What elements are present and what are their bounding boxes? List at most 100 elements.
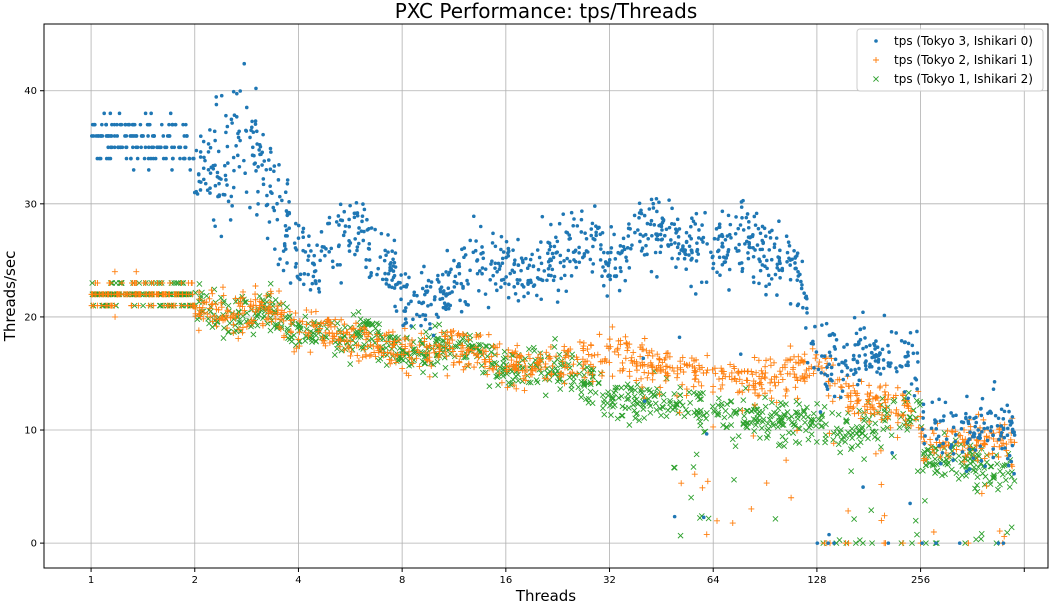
data-point xyxy=(758,268,763,273)
data-point xyxy=(770,422,777,429)
data-point xyxy=(444,372,451,379)
data-point xyxy=(510,382,517,389)
data-point xyxy=(980,429,984,434)
data-point xyxy=(264,203,269,208)
data-point xyxy=(619,269,623,274)
data-point xyxy=(719,381,726,388)
data-point xyxy=(243,323,250,330)
data-point xyxy=(866,382,873,389)
data-point xyxy=(683,361,690,368)
data-point xyxy=(343,224,348,228)
data-point xyxy=(822,354,827,358)
data-point xyxy=(667,404,674,411)
legend-item-1: tps (Tokyo 3, Ishikari 0) xyxy=(874,34,1033,48)
data-point xyxy=(224,307,231,314)
data-point xyxy=(165,134,170,138)
data-point xyxy=(562,264,566,269)
data-point xyxy=(849,430,856,437)
data-point xyxy=(973,448,978,452)
data-point xyxy=(512,350,519,357)
data-point xyxy=(323,253,327,258)
data-point xyxy=(855,410,862,417)
data-point xyxy=(826,541,830,545)
data-point xyxy=(802,419,808,426)
data-point xyxy=(894,366,898,370)
data-point xyxy=(634,410,640,417)
data-point xyxy=(912,517,919,524)
data-point xyxy=(870,428,876,435)
data-point xyxy=(569,210,574,215)
data-point xyxy=(740,269,744,274)
data-point xyxy=(500,261,505,266)
data-point xyxy=(188,279,195,286)
data-point xyxy=(532,283,537,287)
data-point xyxy=(614,345,621,352)
data-point xyxy=(256,202,260,206)
data-point xyxy=(234,143,238,148)
data-point xyxy=(863,363,868,368)
data-point xyxy=(1006,463,1011,468)
data-point xyxy=(252,153,256,158)
data-point xyxy=(109,145,113,150)
data-point xyxy=(361,202,365,206)
data-point xyxy=(111,268,118,275)
data-point xyxy=(312,338,319,344)
data-point xyxy=(321,337,328,344)
data-point xyxy=(208,287,215,294)
data-point xyxy=(461,363,468,370)
data-point xyxy=(570,361,577,368)
data-point xyxy=(762,403,769,410)
data-point xyxy=(711,254,715,259)
data-point xyxy=(442,364,449,371)
data-point xyxy=(106,145,110,150)
data-point xyxy=(548,264,552,268)
data-point xyxy=(546,266,551,271)
data-point xyxy=(576,338,583,345)
data-point xyxy=(224,130,228,135)
data-point xyxy=(625,246,630,250)
data-point xyxy=(979,470,986,477)
data-point xyxy=(879,411,886,418)
data-point xyxy=(274,303,281,310)
data-point xyxy=(1005,433,1010,438)
data-point xyxy=(337,223,341,227)
data-point xyxy=(762,375,769,382)
data-point xyxy=(800,283,804,287)
data-point xyxy=(348,203,352,208)
data-point xyxy=(940,450,945,455)
data-point xyxy=(649,352,656,359)
data-point xyxy=(303,326,310,333)
data-point xyxy=(247,303,254,310)
data-point xyxy=(131,302,138,309)
data-point xyxy=(496,340,503,347)
data-point xyxy=(371,349,378,356)
data-point xyxy=(664,363,671,370)
data-point xyxy=(753,223,758,227)
data-point xyxy=(303,307,310,314)
data-point xyxy=(902,417,909,424)
data-point xyxy=(498,264,503,268)
data-point xyxy=(894,384,901,391)
data-point xyxy=(118,145,123,150)
data-point xyxy=(658,412,664,419)
data-point xyxy=(978,444,983,448)
data-point xyxy=(452,279,457,284)
data-point xyxy=(768,395,775,402)
data-points xyxy=(88,61,1018,547)
data-point xyxy=(886,361,891,365)
data-point xyxy=(908,408,915,415)
data-point xyxy=(225,308,232,315)
data-point xyxy=(537,255,542,260)
data-point xyxy=(785,250,790,255)
data-point xyxy=(843,417,850,424)
data-point xyxy=(507,282,511,287)
data-point xyxy=(217,193,222,197)
data-point xyxy=(697,410,703,417)
x-axis: 1 2 4 8 16 32 64 128 256 xyxy=(88,568,1025,586)
data-point xyxy=(565,353,572,360)
data-point xyxy=(521,368,528,375)
data-point xyxy=(700,412,707,419)
data-point xyxy=(434,312,439,317)
data-point xyxy=(493,261,498,266)
data-point xyxy=(459,342,466,349)
